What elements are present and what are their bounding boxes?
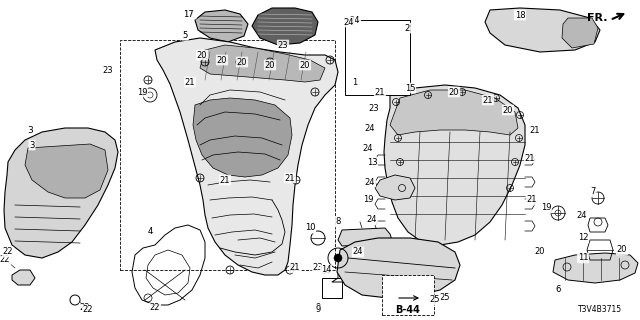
Text: 20: 20 (265, 60, 275, 69)
Text: FR.: FR. (586, 13, 607, 23)
Text: 20: 20 (217, 55, 227, 65)
Text: 19: 19 (363, 196, 373, 204)
Polygon shape (485, 8, 600, 52)
Text: 3: 3 (27, 125, 33, 134)
Text: 1: 1 (353, 77, 358, 86)
Text: 23: 23 (313, 263, 323, 273)
Text: B-44: B-44 (396, 305, 420, 315)
Text: 10: 10 (305, 223, 316, 233)
Text: 22: 22 (0, 255, 10, 265)
Text: 4: 4 (147, 228, 152, 236)
Text: T3V4B3715: T3V4B3715 (578, 306, 622, 315)
Text: 23: 23 (278, 41, 288, 50)
Text: 3: 3 (29, 140, 35, 149)
Text: 24: 24 (367, 215, 377, 225)
Text: 24: 24 (353, 247, 364, 257)
Text: 14: 14 (321, 266, 332, 275)
Text: 19: 19 (137, 87, 147, 97)
Text: 17: 17 (182, 10, 193, 19)
Polygon shape (25, 144, 108, 198)
Polygon shape (375, 175, 415, 200)
Text: 10: 10 (305, 223, 316, 233)
Text: 9: 9 (316, 303, 321, 313)
Polygon shape (553, 253, 638, 283)
Text: 24: 24 (363, 143, 373, 153)
Polygon shape (4, 128, 118, 258)
Polygon shape (252, 8, 318, 45)
Text: 21: 21 (290, 263, 300, 273)
Text: 12: 12 (578, 234, 588, 243)
Text: 19: 19 (541, 204, 551, 212)
Text: 21: 21 (530, 125, 540, 134)
Text: 20: 20 (617, 245, 627, 254)
Text: 24: 24 (365, 178, 375, 187)
Text: 24: 24 (365, 124, 375, 132)
Polygon shape (195, 10, 248, 42)
Polygon shape (12, 270, 35, 285)
Bar (382, 275, 434, 315)
Text: 24: 24 (577, 211, 588, 220)
Text: 24: 24 (349, 15, 360, 25)
Polygon shape (338, 228, 392, 246)
Text: 20: 20 (535, 247, 545, 257)
Text: 17: 17 (184, 10, 196, 19)
Text: 6: 6 (556, 285, 561, 294)
Text: 21: 21 (527, 196, 537, 204)
Text: 25: 25 (440, 293, 451, 302)
Text: 6: 6 (555, 285, 561, 294)
Text: 18: 18 (515, 11, 525, 20)
Text: 21: 21 (525, 154, 535, 163)
Text: 5: 5 (182, 30, 188, 39)
Text: 21: 21 (220, 175, 230, 185)
Text: 21: 21 (483, 95, 493, 105)
Text: 2: 2 (405, 23, 411, 33)
Polygon shape (360, 48, 398, 60)
Polygon shape (200, 45, 325, 82)
Text: 7: 7 (590, 188, 596, 196)
Text: 20: 20 (503, 106, 513, 115)
Bar (120, 40, 335, 270)
Polygon shape (384, 85, 525, 245)
Polygon shape (390, 90, 518, 135)
Text: 24: 24 (344, 18, 355, 27)
Text: 5: 5 (182, 30, 188, 39)
Text: 21: 21 (375, 87, 385, 97)
Text: 22: 22 (83, 306, 93, 315)
Text: 14: 14 (320, 268, 330, 276)
Text: 2: 2 (404, 23, 410, 33)
Text: 20: 20 (300, 60, 310, 69)
Circle shape (334, 254, 342, 262)
Text: 21: 21 (285, 173, 295, 182)
Circle shape (382, 59, 388, 65)
Text: 21: 21 (185, 77, 195, 86)
Text: 13: 13 (367, 157, 378, 166)
Bar (345, 20, 410, 95)
Polygon shape (155, 38, 338, 275)
Polygon shape (337, 238, 460, 298)
Text: 11: 11 (578, 253, 588, 262)
Text: 20: 20 (449, 87, 460, 97)
Text: 8: 8 (335, 218, 340, 227)
Text: 9: 9 (316, 306, 321, 315)
Text: 23: 23 (102, 66, 113, 75)
Text: 22: 22 (150, 303, 160, 313)
Text: ─: ─ (343, 17, 347, 23)
Polygon shape (562, 18, 598, 48)
Text: 15: 15 (404, 84, 415, 92)
Text: 20: 20 (196, 51, 207, 60)
Polygon shape (193, 98, 292, 177)
Text: 22: 22 (3, 247, 13, 257)
Text: 25: 25 (429, 295, 440, 305)
Text: 23: 23 (369, 103, 380, 113)
Text: 4: 4 (147, 228, 153, 236)
Text: 22: 22 (80, 303, 90, 313)
Text: 20: 20 (237, 58, 247, 67)
